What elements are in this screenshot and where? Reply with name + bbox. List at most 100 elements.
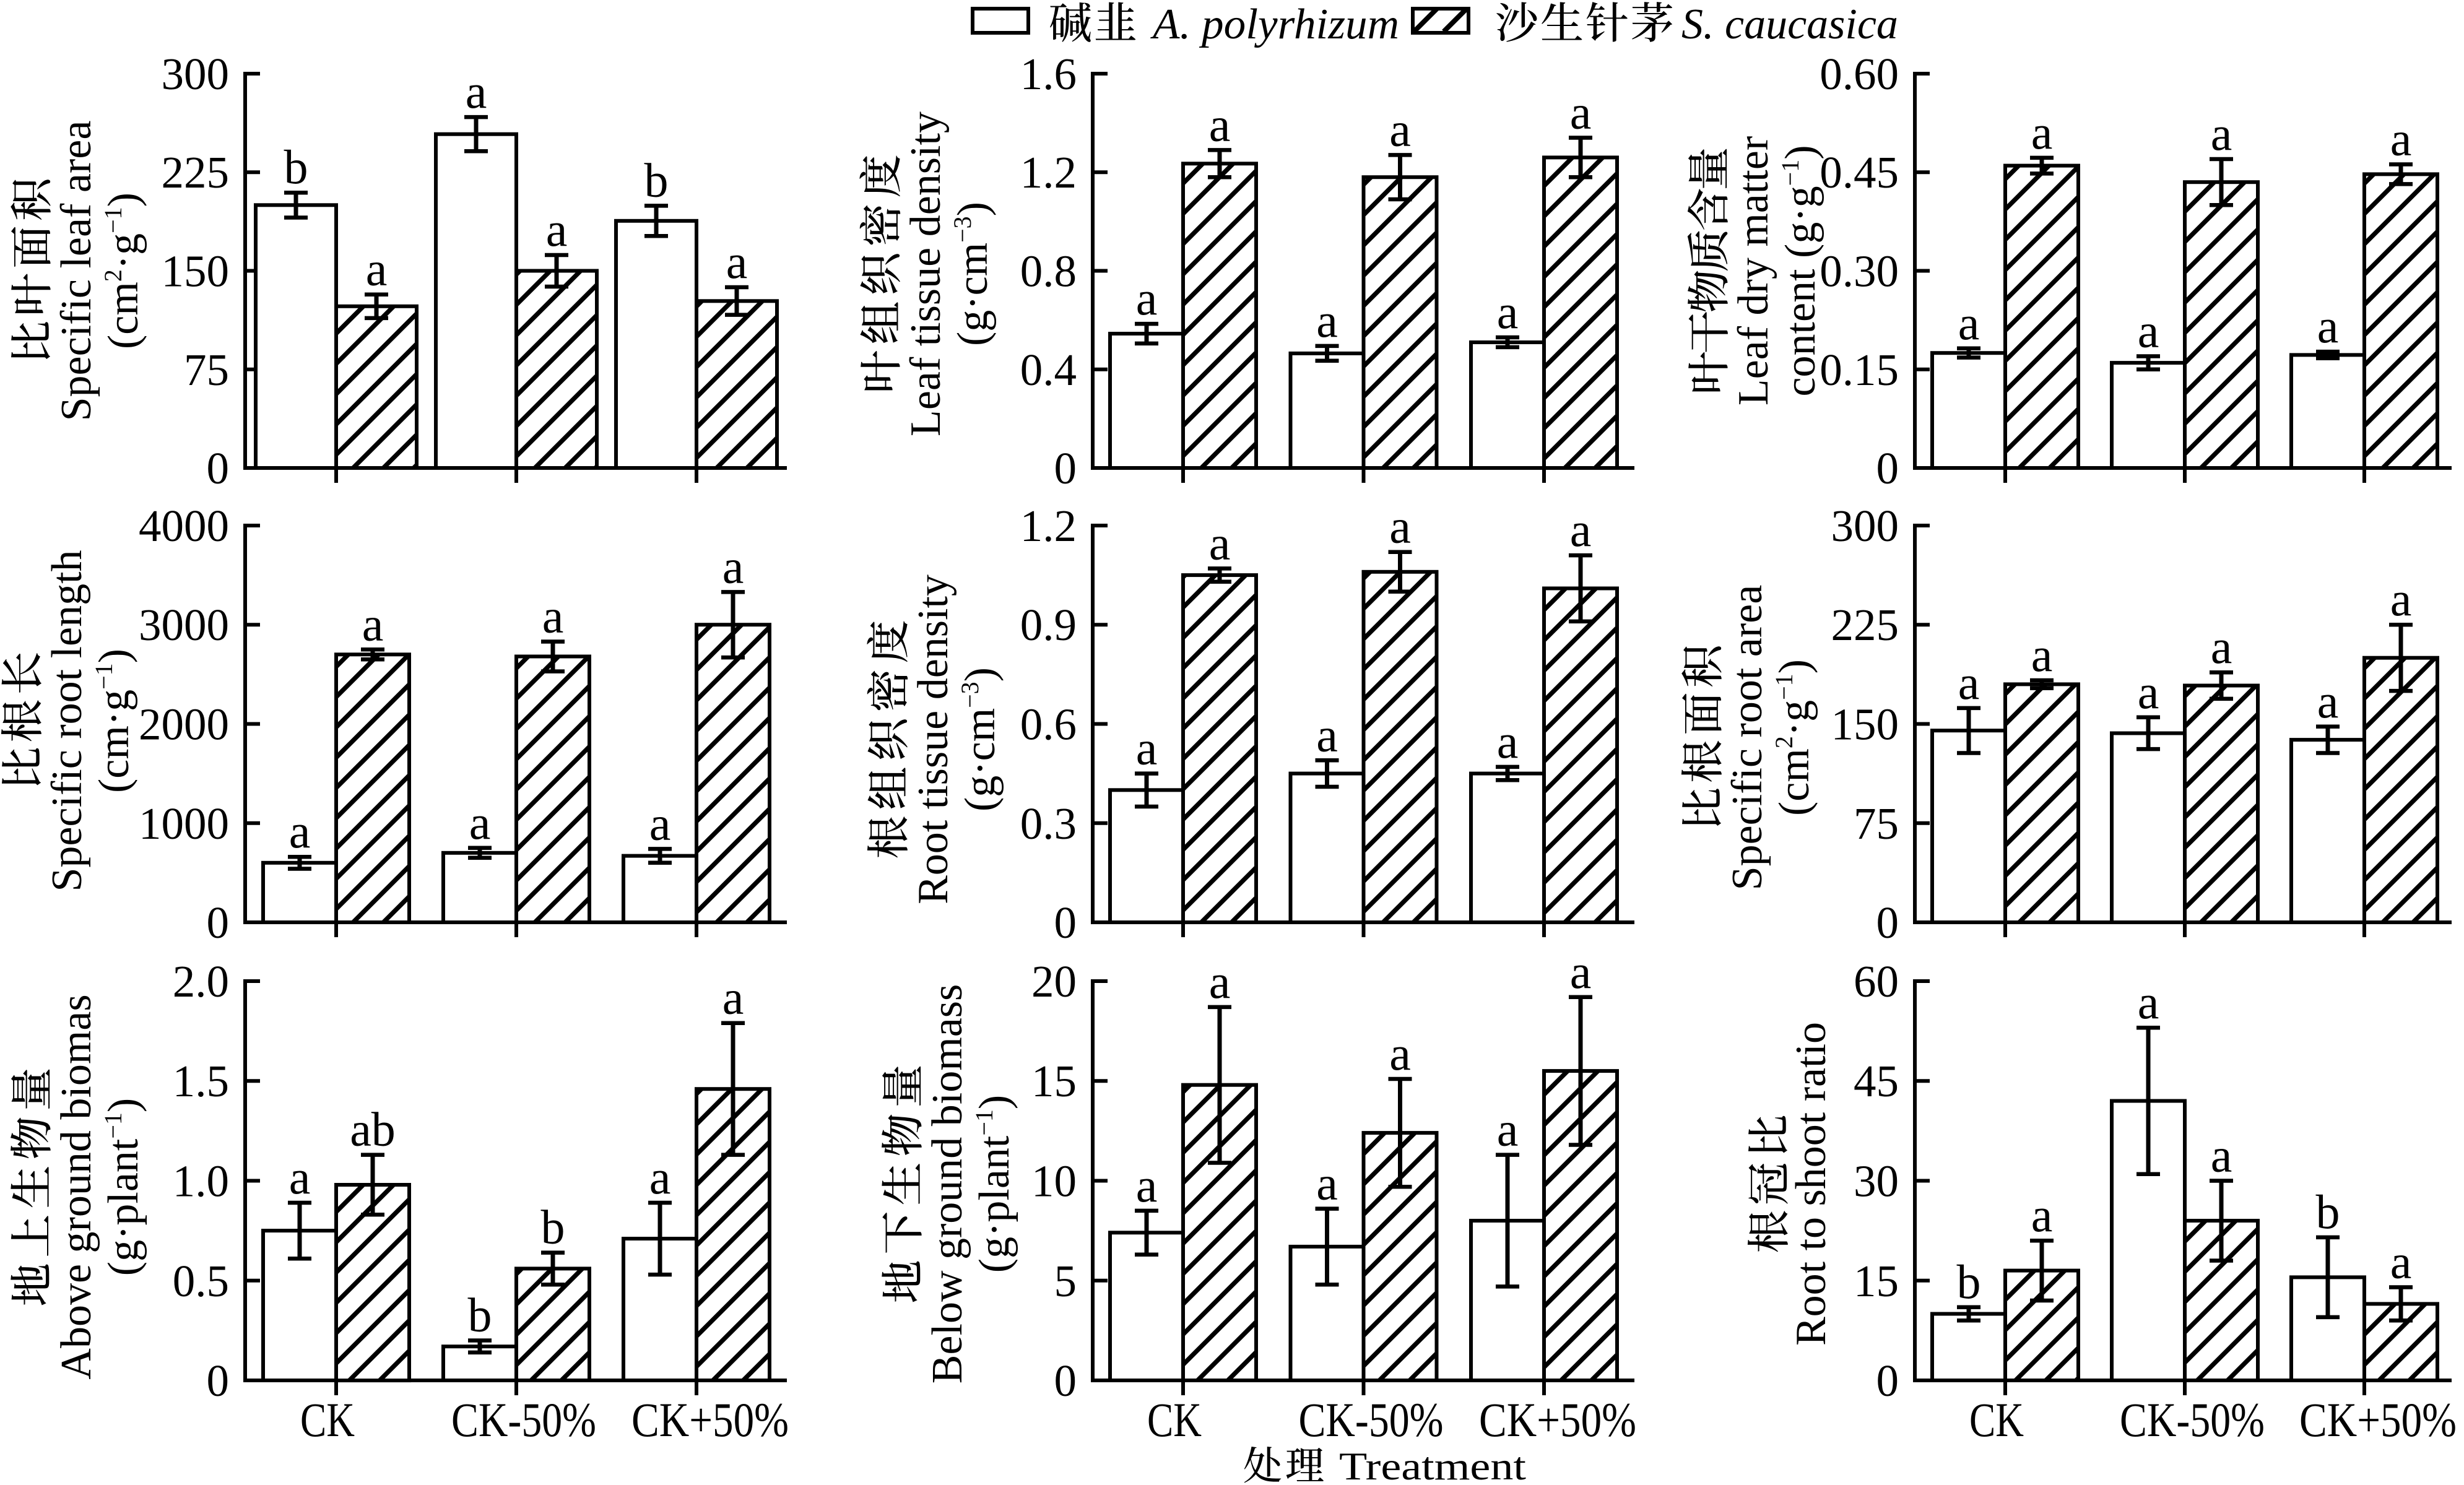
svg-text:0.5: 0.5 <box>173 1256 229 1306</box>
svg-text:1.6: 1.6 <box>1020 49 1077 99</box>
svg-text:a: a <box>1389 500 1411 553</box>
svg-text:a: a <box>2211 620 2232 673</box>
svg-text:a: a <box>362 597 384 651</box>
svg-text:1.2: 1.2 <box>1020 501 1077 551</box>
svg-text:b: b <box>284 140 308 194</box>
svg-text:Above ground biomas: Above ground biomas <box>53 994 100 1379</box>
svg-text:0: 0 <box>1054 898 1077 948</box>
svg-text:a: a <box>649 796 671 850</box>
svg-text:a: a <box>2317 299 2339 353</box>
svg-text:(cm2·g−1): (cm2·g−1) <box>1770 659 1818 816</box>
svg-text:a: a <box>1316 708 1338 761</box>
svg-text:75: 75 <box>184 345 229 395</box>
svg-text:0: 0 <box>1876 443 1899 493</box>
svg-text:0: 0 <box>207 898 230 948</box>
svg-text:0.45: 0.45 <box>1820 147 1899 197</box>
svg-text:content (g·g−1): content (g·g−1) <box>1776 145 1824 396</box>
svg-text:300: 300 <box>1831 501 1899 551</box>
svg-text:a: a <box>546 202 568 256</box>
svg-text:CK: CK <box>1147 1393 1202 1447</box>
svg-text:a: a <box>722 971 744 1024</box>
svg-text:(cm2·g−1): (cm2·g−1) <box>99 193 147 349</box>
svg-text:a: a <box>366 242 388 296</box>
svg-text:0.3: 0.3 <box>1020 799 1077 849</box>
svg-text:20: 20 <box>1031 956 1077 1007</box>
svg-text:15: 15 <box>1031 1056 1077 1106</box>
svg-text:(cm·g−1): (cm·g−1) <box>90 649 138 793</box>
svg-text:(g·plant−1): (g·plant−1) <box>970 1095 1018 1273</box>
svg-text:a: a <box>1209 516 1231 569</box>
svg-text:0.4: 0.4 <box>1020 345 1077 395</box>
svg-text:Leaf dry matter: Leaf dry matter <box>1730 136 1777 405</box>
svg-text:Leaf tissue density: Leaf tissue density <box>902 111 950 436</box>
svg-text:a: a <box>1209 97 1231 151</box>
svg-text:CK+50%: CK+50% <box>2299 1393 2457 1447</box>
svg-text:Specific leaf area: Specific leaf area <box>53 121 100 422</box>
svg-text:(g·plant−1): (g·plant−1) <box>99 1098 147 1276</box>
svg-text:a: a <box>2317 674 2339 728</box>
svg-text:45: 45 <box>1854 1056 1899 1106</box>
svg-text:CK-50%: CK-50% <box>2120 1393 2265 1447</box>
svg-text:b: b <box>644 153 669 207</box>
svg-text:a: a <box>1136 721 1158 775</box>
svg-text:a: a <box>1958 296 1980 350</box>
svg-text:CK+50%: CK+50% <box>631 1393 789 1447</box>
svg-text:a: a <box>466 64 487 118</box>
svg-text:(g·cm−3): (g·cm−3) <box>956 667 1004 812</box>
svg-text:a: a <box>1570 945 1592 998</box>
svg-text:0.15: 0.15 <box>1820 345 1899 395</box>
svg-text:a: a <box>722 539 744 593</box>
svg-text:0.60: 0.60 <box>1820 49 1899 99</box>
svg-text:a: a <box>1497 714 1519 768</box>
svg-text:1.2: 1.2 <box>1020 147 1077 197</box>
svg-text:a: a <box>1136 271 1158 325</box>
svg-text:A. polyrhizum: A. polyrhizum <box>1150 1 1399 48</box>
svg-text:a: a <box>1497 285 1519 339</box>
svg-text:3000: 3000 <box>139 600 229 650</box>
svg-text:0: 0 <box>1876 898 1899 948</box>
svg-text:Specific root length: Specific root length <box>43 550 91 891</box>
svg-text:0: 0 <box>1054 1356 1077 1406</box>
svg-text:Treatment: Treatment <box>1339 1444 1526 1485</box>
svg-text:a: a <box>1136 1158 1158 1212</box>
svg-text:a: a <box>2390 1235 2412 1289</box>
svg-text:2.0: 2.0 <box>173 956 229 1007</box>
svg-text:S. caucasica: S. caucasica <box>1681 1 1898 48</box>
svg-text:5: 5 <box>1054 1256 1077 1306</box>
svg-text:1.5: 1.5 <box>173 1056 229 1106</box>
svg-text:a: a <box>289 1150 311 1204</box>
svg-text:a: a <box>649 1150 671 1204</box>
svg-text:a: a <box>1570 503 1592 556</box>
svg-text:a: a <box>2138 304 2159 358</box>
svg-text:0: 0 <box>1876 1356 1899 1406</box>
svg-text:1.0: 1.0 <box>173 1156 229 1206</box>
svg-text:a: a <box>2211 106 2232 160</box>
svg-text:a: a <box>2031 105 2053 159</box>
svg-text:a: a <box>2138 665 2159 719</box>
svg-text:0: 0 <box>1054 443 1077 493</box>
svg-text:0.30: 0.30 <box>1820 246 1899 297</box>
svg-text:10: 10 <box>1031 1156 1077 1206</box>
svg-text:0.8: 0.8 <box>1020 246 1077 297</box>
svg-text:a: a <box>1497 1102 1519 1156</box>
svg-text:60: 60 <box>1854 956 1899 1007</box>
svg-text:a: a <box>1958 656 1980 709</box>
svg-text:b: b <box>1957 1255 1981 1309</box>
svg-text:0.9: 0.9 <box>1020 600 1077 650</box>
svg-text:300: 300 <box>162 49 230 99</box>
svg-text:a: a <box>2031 628 2053 682</box>
svg-text:CK+50%: CK+50% <box>1479 1393 1636 1447</box>
svg-text:b: b <box>2316 1185 2340 1239</box>
svg-text:b: b <box>541 1200 565 1254</box>
svg-text:a: a <box>469 795 491 849</box>
svg-text:a: a <box>542 589 564 643</box>
svg-text:225: 225 <box>162 147 230 197</box>
svg-text:a: a <box>1316 1156 1338 1210</box>
svg-text:a: a <box>726 235 748 288</box>
svg-text:(g·cm−3): (g·cm−3) <box>948 202 997 346</box>
svg-text:a: a <box>2390 572 2412 626</box>
svg-text:1000: 1000 <box>139 799 229 849</box>
svg-text:a: a <box>2211 1128 2232 1182</box>
svg-text:75: 75 <box>1854 799 1899 849</box>
svg-text:a: a <box>1209 955 1231 1008</box>
